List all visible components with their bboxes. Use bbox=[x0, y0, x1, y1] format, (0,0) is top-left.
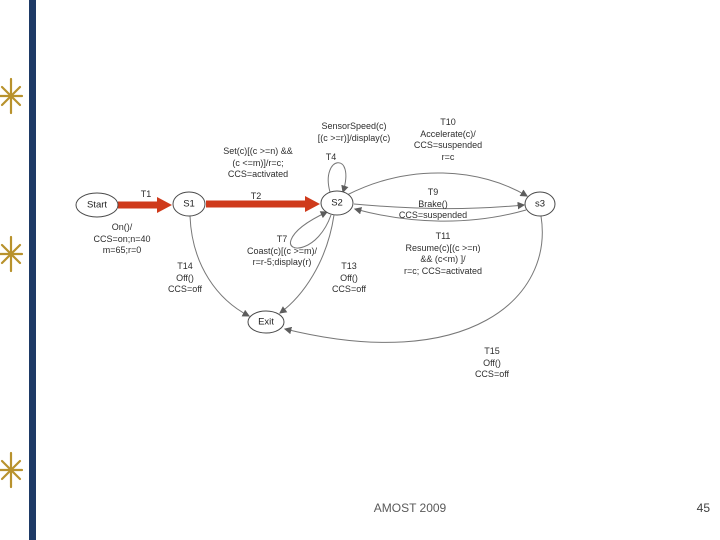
red-arrowhead bbox=[305, 196, 320, 212]
highlighted-path-arrows bbox=[118, 196, 320, 213]
label-t13: T13 Off() CCS=off bbox=[331, 261, 367, 295]
state-s1-label: S1 bbox=[183, 198, 195, 210]
transition-t9 bbox=[353, 201, 526, 210]
state-s3-label: s3 bbox=[534, 198, 546, 210]
state-exit-ellipse bbox=[247, 310, 285, 334]
label-t10: T10 Accelerate(c)/ CCS=suspended r=c bbox=[413, 117, 483, 163]
state-s3-ellipse bbox=[524, 191, 556, 217]
label-t1: T1 bbox=[140, 189, 152, 199]
red-arrowhead bbox=[157, 197, 172, 213]
transition-t11 bbox=[353, 207, 527, 222]
label-sensorspeed: SensorSpeed(c) [(c >=r)]/display(c) bbox=[317, 121, 391, 143]
label-t11: T11 Resume(c)[(c >=n) && (c<m) ]/ r=c; C… bbox=[403, 231, 483, 277]
transition-t13 bbox=[279, 214, 335, 314]
transition-t4-loop bbox=[327, 162, 349, 194]
transition-t7-loop bbox=[290, 211, 332, 249]
star-icon bbox=[0, 235, 24, 273]
label-set: Set(c)[(c >=n) && (c <=m)]/r=c; CCS=acti… bbox=[223, 146, 293, 180]
label-t14: T14 Off() CCS=off bbox=[167, 261, 203, 295]
transition-t14 bbox=[189, 215, 250, 317]
label-t9: T9 Brake() CCS=suspended bbox=[398, 187, 468, 221]
star-icon bbox=[0, 77, 24, 115]
state-s2-ellipse bbox=[320, 190, 354, 216]
slide-footer: AMOST 2009 bbox=[373, 501, 447, 515]
label-t7: T7 Coast(c)[(c >=m)/ r=r-5;display(r) bbox=[246, 234, 317, 268]
transition-t15 bbox=[283, 215, 543, 343]
label-t15: T15 Off() CCS=off bbox=[474, 346, 510, 380]
state-start-ellipse bbox=[75, 192, 119, 218]
label-t2: T2 bbox=[250, 191, 262, 201]
star-icon bbox=[0, 451, 24, 489]
slide-page-number: 45 bbox=[696, 501, 710, 515]
state-s2-label: S2 bbox=[331, 197, 343, 209]
left-accent-bar bbox=[29, 0, 36, 540]
transition-t10-arc bbox=[346, 172, 528, 197]
label-on: On()/ CCS=on;n=40 m=65;r=0 bbox=[93, 222, 151, 256]
state-exit-label: Exit bbox=[258, 316, 274, 328]
state-start-label: Start bbox=[86, 199, 108, 211]
state-s1-ellipse bbox=[172, 191, 206, 217]
label-t4: T4 bbox=[325, 152, 337, 162]
